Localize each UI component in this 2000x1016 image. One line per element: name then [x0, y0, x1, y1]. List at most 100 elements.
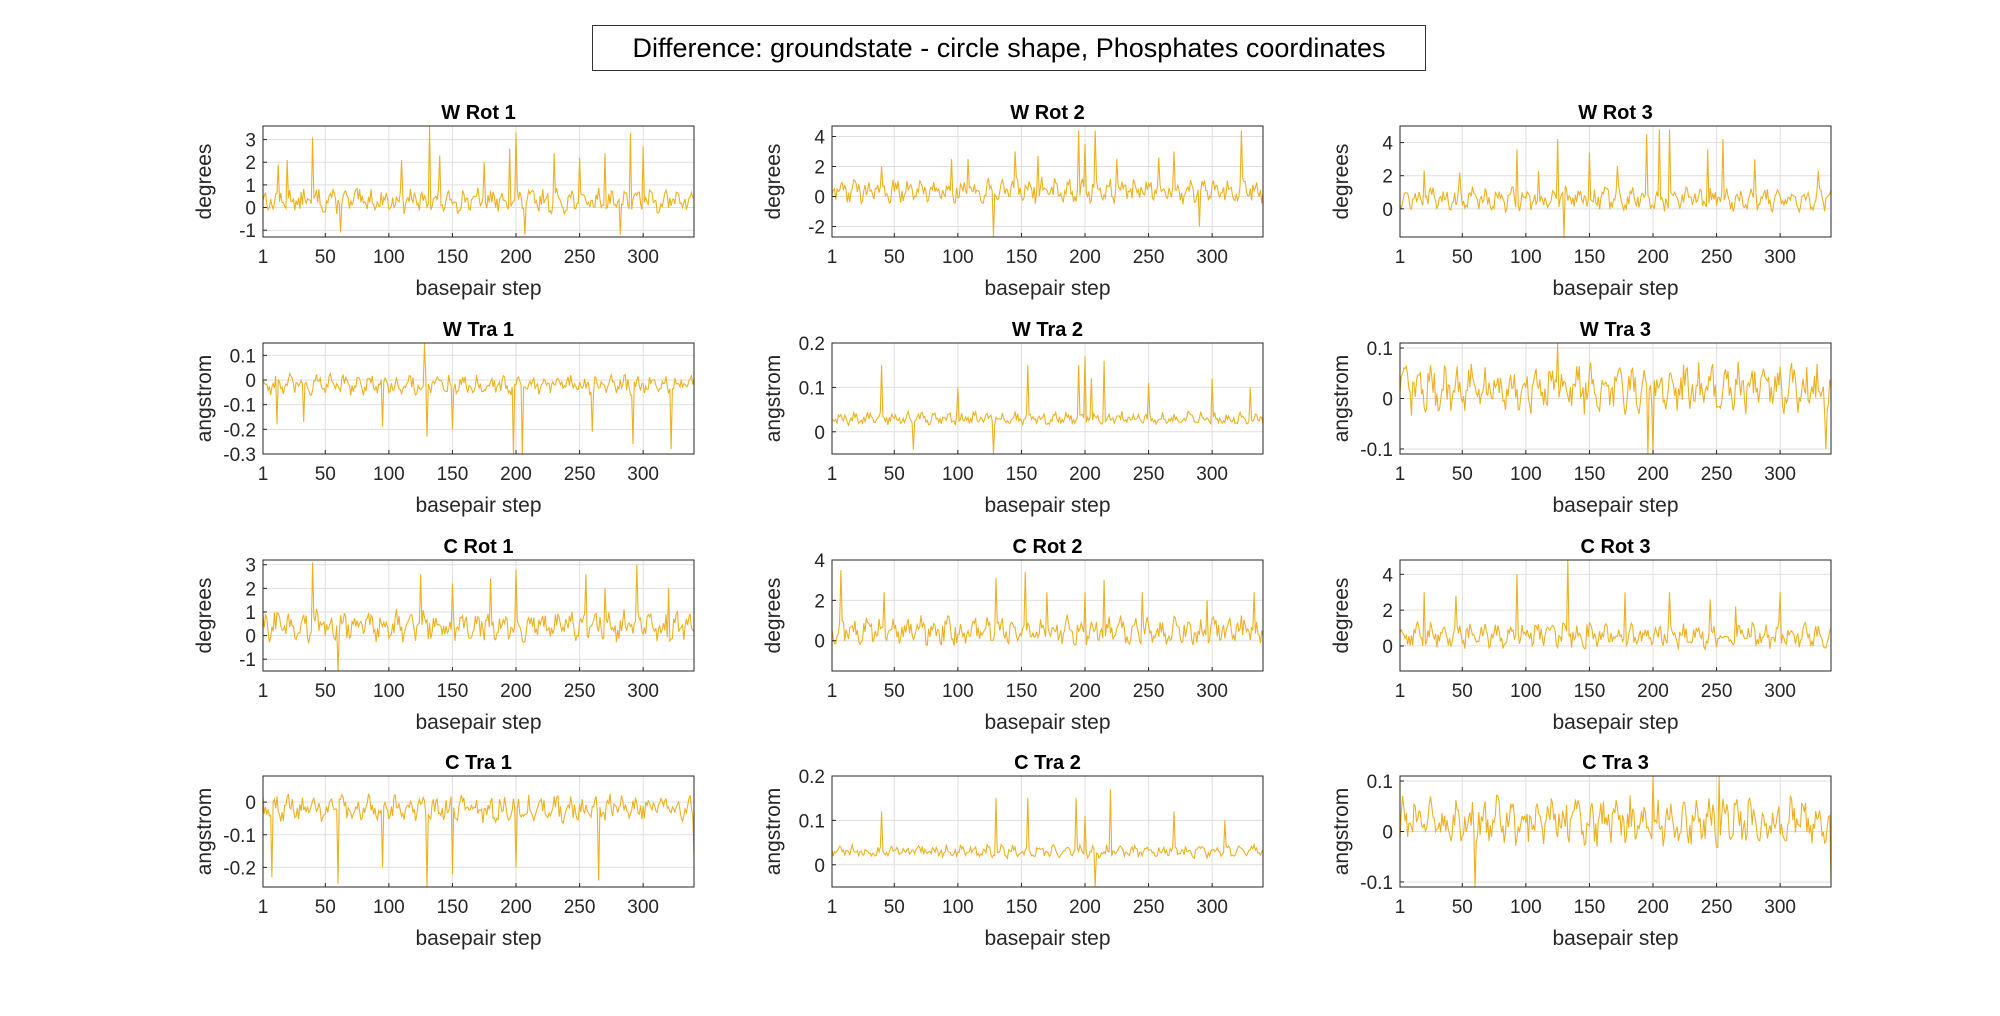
figure-title: Difference: groundstate - circle shape, …	[592, 25, 1426, 71]
data-series-line	[262, 125, 695, 235]
plot-area	[1400, 126, 1831, 237]
x-tick-label: 1	[258, 897, 269, 918]
subplot-title: C Tra 3	[1582, 752, 1649, 774]
y-axis-label: degrees	[762, 578, 785, 654]
x-axis-label: basepair step	[984, 277, 1110, 300]
x-tick-label: 50	[884, 247, 905, 268]
x-axis-label: basepair step	[1552, 277, 1678, 300]
x-tick-label: 200	[1637, 464, 1669, 485]
data-series-line	[1399, 342, 1832, 455]
y-tick-label: 0	[1382, 390, 1393, 411]
y-tick-label: 0.1	[1367, 339, 1393, 360]
y-tick-label: 4	[814, 128, 825, 149]
y-tick-label: -1	[239, 650, 256, 671]
axes-box	[262, 125, 695, 238]
y-tick-label: 1	[245, 603, 256, 624]
x-axis-label: basepair step	[415, 494, 541, 517]
axes-box	[1399, 125, 1832, 238]
y-tick-label: 2	[814, 158, 825, 179]
x-tick-label: 1	[258, 681, 269, 702]
y-tick-label: 4	[1382, 134, 1393, 155]
y-tick-label: 0	[814, 188, 825, 209]
x-tick-label: 300	[627, 464, 659, 485]
x-axis-label: basepair step	[984, 927, 1110, 950]
y-tick-label: 2	[1382, 601, 1393, 622]
x-tick-label: 1	[827, 681, 838, 702]
x-axis-label: basepair step	[1552, 494, 1678, 517]
y-tick-label: -0.2	[223, 420, 256, 441]
y-tick-label: 0	[1382, 823, 1393, 844]
subplot-title: W Tra 1	[443, 319, 514, 341]
x-tick-label: 100	[942, 247, 974, 268]
x-tick-label: 250	[1701, 681, 1733, 702]
x-tick-label: 250	[1701, 897, 1733, 918]
x-tick-label: 50	[1452, 897, 1473, 918]
y-tick-label: 0.1	[799, 811, 825, 832]
y-tick-label: -2	[808, 218, 825, 239]
y-tick-label: -0.1	[223, 826, 256, 847]
x-tick-label: 50	[1452, 681, 1473, 702]
x-tick-label: 250	[564, 681, 596, 702]
y-tick-label: 0	[814, 856, 825, 877]
y-axis-label: degrees	[1330, 144, 1353, 220]
x-tick-label: 50	[884, 464, 905, 485]
plot-area	[832, 126, 1263, 237]
x-tick-label: 50	[315, 247, 336, 268]
y-axis-label: degrees	[1330, 578, 1353, 654]
y-tick-label: 0.2	[799, 767, 825, 788]
x-tick-label: 100	[1510, 681, 1542, 702]
y-tick-label: 0.2	[799, 334, 825, 355]
x-tick-label: 200	[1637, 247, 1669, 268]
x-tick-label: 100	[1510, 897, 1542, 918]
x-tick-label: 100	[942, 681, 974, 702]
x-tick-label: 1	[827, 897, 838, 918]
y-tick-label: -0.3	[223, 445, 256, 466]
x-tick-label: 50	[315, 464, 336, 485]
x-tick-label: 150	[1006, 897, 1038, 918]
y-tick-label: 0	[245, 371, 256, 392]
x-tick-label: 250	[1133, 247, 1165, 268]
subplot-title: W Tra 2	[1012, 319, 1083, 341]
x-axis-label: basepair step	[1552, 927, 1678, 950]
axes-box	[262, 559, 695, 672]
x-tick-label: 250	[1701, 464, 1733, 485]
y-axis-label: angstrom	[193, 788, 216, 876]
x-tick-label: 300	[1196, 681, 1228, 702]
y-tick-label: 3	[245, 556, 256, 577]
x-tick-label: 300	[1196, 247, 1228, 268]
axes-box	[831, 559, 1264, 672]
x-tick-label: 150	[437, 464, 469, 485]
y-axis-label: degrees	[193, 578, 216, 654]
x-tick-label: 1	[1395, 897, 1406, 918]
y-tick-label: 0.1	[230, 346, 256, 367]
x-tick-label: 1	[1395, 681, 1406, 702]
axes-box	[831, 342, 1264, 455]
x-tick-label: 250	[1133, 681, 1165, 702]
x-tick-label: 100	[373, 464, 405, 485]
x-tick-label: 1	[258, 464, 269, 485]
x-tick-label: 50	[1452, 247, 1473, 268]
x-tick-label: 200	[1069, 464, 1101, 485]
y-tick-label: 0.1	[1367, 772, 1393, 793]
axes-box	[262, 775, 695, 888]
x-tick-label: 250	[1701, 247, 1733, 268]
axes-box	[262, 342, 695, 455]
x-tick-label: 300	[1764, 247, 1796, 268]
plot-area	[832, 343, 1263, 454]
x-tick-label: 250	[564, 247, 596, 268]
x-tick-label: 100	[373, 681, 405, 702]
x-tick-label: 100	[373, 897, 405, 918]
x-axis-label: basepair step	[415, 277, 541, 300]
x-tick-label: 50	[315, 897, 336, 918]
y-tick-label: -1	[239, 221, 256, 242]
y-tick-label: -0.2	[223, 858, 256, 879]
x-tick-label: 200	[1069, 681, 1101, 702]
x-axis-label: basepair step	[415, 711, 541, 734]
x-tick-label: 300	[627, 897, 659, 918]
